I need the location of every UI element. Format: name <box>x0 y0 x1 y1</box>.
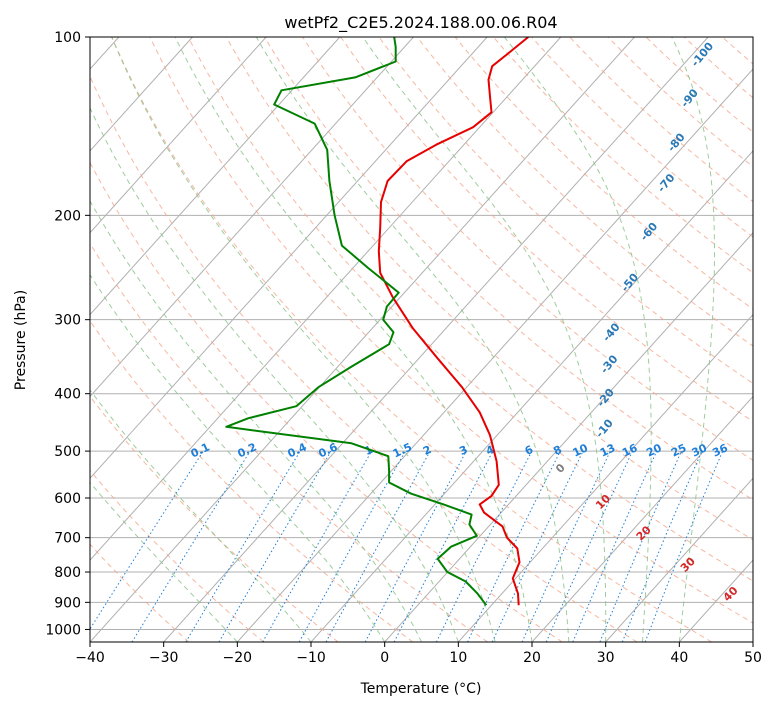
y-axis-label: Pressure (hPa) <box>13 290 29 390</box>
moist-adiabat-line <box>255 37 570 642</box>
y-tick-label: 200 <box>54 208 81 224</box>
isotherm-line <box>90 37 488 480</box>
y-tick-label: 100 <box>54 30 81 46</box>
isotherm-line <box>236 68 753 642</box>
mixing-ratio-line <box>599 450 682 642</box>
dry-adiabat-line <box>90 75 638 642</box>
temperature-profile-line <box>377 37 529 606</box>
mixing-ratio-line <box>435 450 533 642</box>
mixing-ratio-label: 36 <box>710 441 730 459</box>
mixing-ratio-line <box>90 450 204 630</box>
dry-adiabat-line <box>302 37 753 461</box>
y-tick-label: 500 <box>54 444 81 460</box>
axes: −40 −30 −20 −10 0 10 20 30 40 50 100 200 300 400 500 60… <box>45 30 762 666</box>
mixing-ratio-label: 10 <box>571 441 591 459</box>
x-tick-label: 20 <box>523 650 541 666</box>
x-tick-label: −40 <box>75 650 105 666</box>
isotherm-line <box>90 37 562 561</box>
mixing-ratio-line <box>572 450 658 642</box>
dry-adiabat-line <box>416 37 753 347</box>
background-lines <box>90 37 753 642</box>
dry-adiabat-line <box>90 242 488 642</box>
dry-adiabat-line <box>149 37 753 624</box>
mixing-ratio-label: 13 <box>598 441 617 459</box>
mixing-ratio-label: 16 <box>620 441 640 459</box>
plot-frame <box>89 36 754 643</box>
x-tick-label: 0 <box>380 650 389 666</box>
mixing-ratio-line <box>131 450 251 642</box>
dewpoint-profile-line <box>225 37 488 606</box>
isotherm-line <box>90 37 193 152</box>
chart-title: wetPf2_C2E5.2024.188.00.06.R04 <box>284 13 557 33</box>
moist-adiabat-line <box>671 37 715 642</box>
mixing-ratio-line <box>644 450 724 642</box>
mixing-ratio-label: 20 <box>644 441 664 459</box>
mixing-ratio-label: 25 <box>669 441 688 459</box>
isotherm-line <box>384 231 753 642</box>
x-tick-label: 50 <box>744 650 762 666</box>
moist-adiabat-line <box>90 106 459 642</box>
x-axis-label: Temperature (°C) <box>360 681 482 697</box>
mixing-ratio-line <box>325 450 431 642</box>
y-tick-label: 900 <box>54 595 81 611</box>
x-tick-label: 10 <box>449 650 467 666</box>
isotherm-line <box>163 37 709 642</box>
mixing-ratio-line <box>545 450 633 642</box>
moist-adiabat-line <box>504 37 652 642</box>
isotherm-line <box>457 313 753 642</box>
isotherm-line <box>531 395 753 642</box>
y-tick-label: 600 <box>54 491 81 507</box>
x-tick-label: −10 <box>296 650 326 666</box>
dry-adiabat-line <box>264 37 753 501</box>
moist-adiabat-line <box>174 37 533 642</box>
isotherm-line <box>90 37 267 234</box>
dry-adiabat-line <box>111 37 712 642</box>
dry-adiabat-line <box>225 37 753 541</box>
y-tick-label: 800 <box>54 565 81 581</box>
moist-adiabat-line <box>90 199 422 642</box>
x-tick-label: −20 <box>223 650 253 666</box>
x-tick-label: 40 <box>670 650 688 666</box>
dry-adiabat-line <box>187 37 753 582</box>
isotherm-line <box>90 37 635 642</box>
moist-adiabat-line <box>90 389 312 642</box>
mixing-ratio-line <box>298 450 406 642</box>
dry-adiabat-line <box>90 161 563 642</box>
isotherm-line <box>90 37 341 316</box>
mixing-ratio-label: 30 <box>690 441 710 459</box>
y-tick-label: 300 <box>54 313 81 329</box>
x-tick-label: 30 <box>597 650 615 666</box>
y-tick-label: 1000 <box>45 622 81 638</box>
moist-adiabat-line <box>90 273 386 642</box>
mixing-ratio-line <box>364 450 467 642</box>
isotherm-line <box>605 477 753 642</box>
moist-adiabat-line <box>362 37 607 642</box>
dry-adiabat-line <box>90 469 264 642</box>
y-tick-label: 700 <box>54 531 81 547</box>
y-tick-label: 400 <box>54 387 81 403</box>
profiles <box>225 37 529 606</box>
x-tick-label: −30 <box>149 650 179 666</box>
moist-adiabat-line <box>111 37 496 642</box>
moist-adiabat-line <box>90 481 238 642</box>
mixing-ratio-line <box>621 450 703 642</box>
